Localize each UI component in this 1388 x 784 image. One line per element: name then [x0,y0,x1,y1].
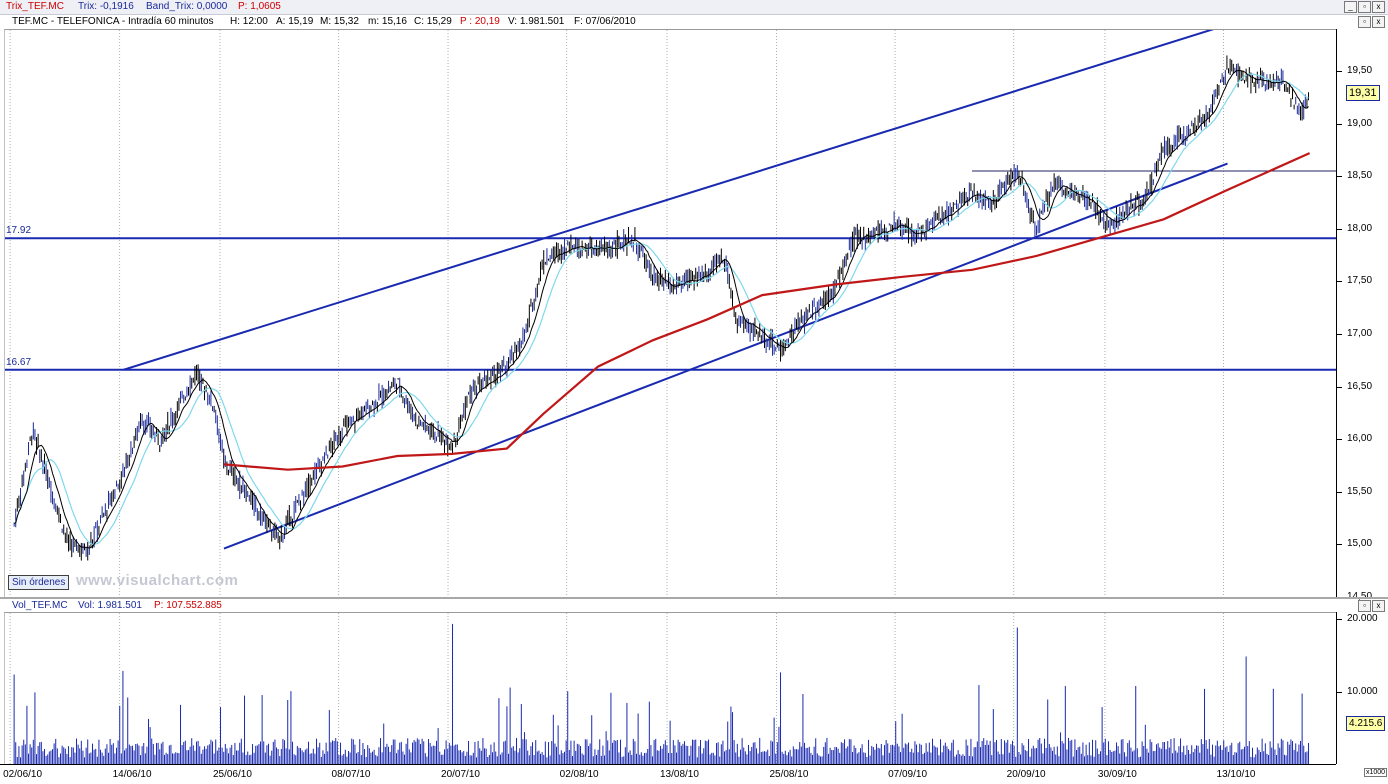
price-tick-mark [1337,439,1342,441]
last-volume-badge: 4.215.6 [1346,716,1386,731]
panel-restore-button[interactable]: ▫ [1358,16,1371,28]
volume-multiplier: x1000 [1364,768,1388,777]
volume-panel-header: Vol_TEF.MC Vol: 1.981.501 P: 107.552.885 [0,599,1336,612]
symbol-label: TEF.MC - TELEFONICA - Intradía 60 minuto… [12,16,214,27]
min-label: m: 15,16 [368,16,407,27]
price-tick-label: 14,50 [1347,591,1372,602]
price-tick-mark [1337,123,1342,125]
price-tick-label: 15,50 [1347,485,1373,497]
date-tick-label: 25/08/10 [769,769,809,780]
date-tick-label: 13/10/10 [1216,769,1256,780]
channel-lower-line [223,162,1228,550]
price-tick-label: 15,00 [1347,538,1373,550]
close-label: C: 15,29 [414,16,452,27]
volume-chart-area[interactable] [4,612,1337,765]
trix-name: Trix_TEF.MC [6,1,64,12]
date-label: F: 07/06/2010 [574,16,636,27]
band-trix-value: Band_Trix: 0,0000 [146,1,228,12]
minimize-button[interactable]: _ [1344,1,1357,13]
sin-ordenes-button[interactable]: Sin órdenes [8,575,70,590]
date-tick-label: 08/07/10 [331,769,371,780]
price-tick-mark [1337,544,1342,546]
indicator-title-bar: Trix_TEF.MC Trix: -0,1916 Band_Trix: 0,0… [0,0,1388,15]
date-tick-label: 02/08/10 [559,769,599,780]
volume-restore-button[interactable]: ▫ [1358,600,1371,612]
date-tick-label: 25/06/10 [212,769,252,780]
open-label: A: 15,19 [276,16,314,27]
price-tick-mark [1337,71,1342,73]
date-tick-label: 30/09/10 [1097,769,1137,780]
level-low-label: 16.67 [6,357,32,368]
volume-tick-label: 10.000 [1347,685,1378,697]
hour-label: H: 12:00 [230,16,268,27]
price-tick-label: 19,00 [1347,117,1373,129]
price-tick-label: 18,00 [1347,222,1373,234]
p-label: P : 20,19 [460,16,500,27]
price-tick-label: 17,00 [1347,328,1373,340]
price-tick-label: 18,50 [1347,170,1373,182]
price-tick-label: 19,50 [1347,65,1373,77]
last-price-badge: 19,31 [1346,85,1380,101]
trix-p-value: P: 1,0605 [238,1,281,12]
price-axis: 14,50 15,00 15,50 16,00 16,50 17,00 17,50 18,00… [1336,29,1388,602]
restore-button[interactable]: ▫ [1358,1,1371,13]
moving-average-slow-line [13,73,1309,546]
channel-upper-line [123,23,1228,371]
volume-chart [9,613,1310,765]
date-tick-label: 13/08/10 [660,769,699,780]
watermark: www.visualchart.com [76,572,239,589]
volume-title: Vol_TEF.MC [12,600,68,611]
volume-label: V: 1.981.501 [508,16,565,27]
date-tick-label: 02/06/10 [3,769,43,780]
volume-tick-label: 20.000 [1347,613,1378,625]
date-tick-label: 20/09/10 [1006,769,1046,780]
price-tick-mark [1337,281,1342,283]
date-tick-label: 07/09/10 [888,769,928,780]
panel-close-button[interactable]: x [1372,16,1385,28]
price-tick-label: 16,00 [1347,433,1373,445]
price-tick-mark [1337,491,1342,493]
price-chart-area[interactable] [4,23,1337,598]
volume-tick-mark [1337,691,1342,693]
level-high-label: 17.92 [6,225,32,236]
volume-value: Vol: 1.981.501 [78,600,142,611]
close-button[interactable]: x [1372,1,1385,13]
price-tick-mark [1337,386,1342,388]
moving-average-fast-line [13,69,1309,549]
date-axis: 02/06/10 14/06/10 25/06/10 08/07/10 20/07/10… [0,764,1336,784]
volume-axis: 10.000 20.000 4.215.6 [1336,612,1388,764]
trix-value: Trix: -0,1916 [78,1,134,12]
date-tick-label: 20/07/10 [441,769,480,780]
price-tick-label: 16,50 [1347,380,1373,392]
volume-close-button[interactable]: x [1372,600,1385,612]
max-label: M: 15,32 [320,16,359,27]
volume-p-value: P: 107.552.885 [154,600,222,611]
price-tick-mark [1337,228,1342,230]
price-tick-label: 17,50 [1347,275,1373,287]
price-chart [5,23,1337,598]
moving-average-red-line [223,152,1311,471]
price-tick-mark [1337,334,1342,336]
price-tick-mark [1337,176,1342,178]
volume-tick-mark [1337,619,1342,621]
panel-divider[interactable] [0,597,1388,599]
date-tick-label: 14/06/10 [112,769,152,780]
price-panel-header: TEF.MC - TELEFONICA - Intradía 60 minuto… [0,15,1336,28]
